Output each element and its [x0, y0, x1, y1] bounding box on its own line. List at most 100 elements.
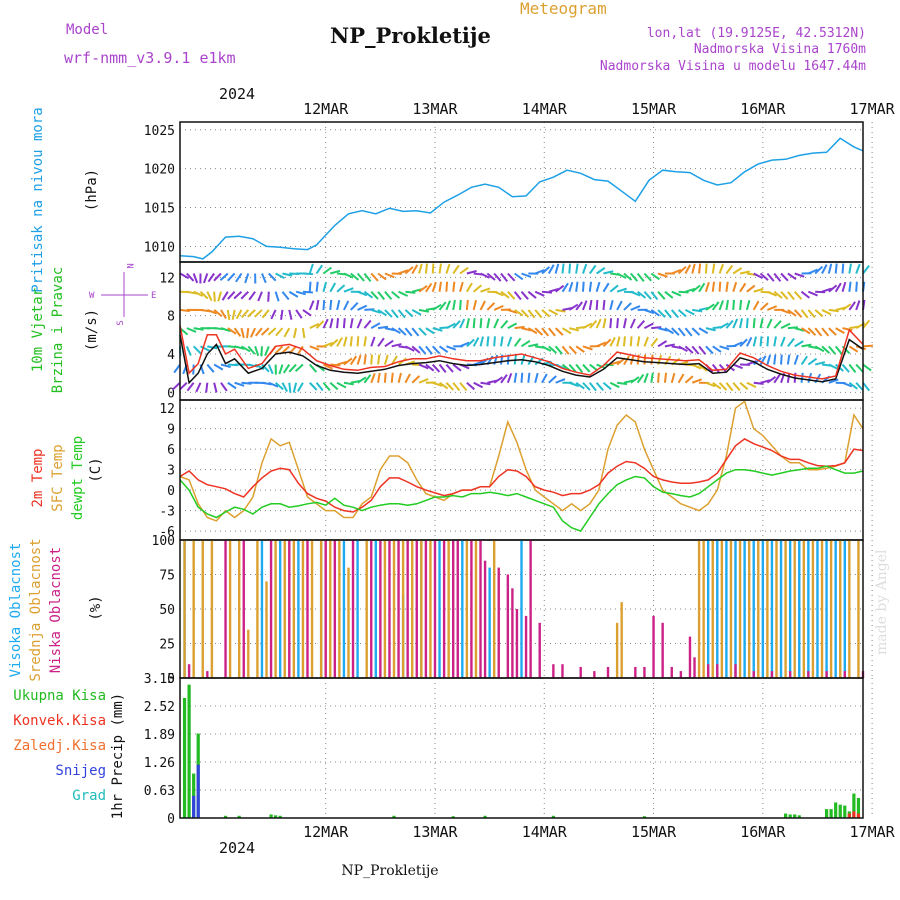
wind-arrow — [616, 381, 628, 386]
wind-arrow — [650, 291, 659, 301]
bar-srednja-oblacnost — [256, 540, 259, 678]
compass-west: W — [89, 291, 95, 301]
wind-arrow — [357, 290, 368, 297]
wind-arrow — [575, 345, 585, 353]
elevation-label: Nadmorska Visina 1760m — [694, 42, 866, 57]
model-label: Model — [66, 22, 108, 38]
wind-arrow — [622, 336, 626, 347]
wind-arrow — [780, 291, 789, 300]
wind-arrow — [391, 290, 401, 299]
bar-visoka-oblacnost — [716, 540, 719, 678]
wind-arrow — [297, 382, 304, 392]
bar-ukupna-kisa — [829, 809, 833, 818]
wind-arrow — [260, 346, 263, 357]
wind-arrow — [787, 272, 797, 281]
wind-ylabel-1: 10m Vjetar — [30, 288, 46, 372]
cloud-unit: (%) — [88, 595, 104, 620]
wind-arrow — [814, 327, 823, 337]
wind-arrow — [848, 281, 852, 292]
wind-arrow — [356, 354, 362, 365]
wind-arrow — [425, 345, 433, 355]
wind-arrow — [507, 272, 516, 282]
day-label-top: 13MAR — [412, 100, 458, 118]
bar-niska-oblacnost — [379, 540, 382, 678]
wind-arrow — [582, 363, 591, 373]
wind-arrow — [506, 336, 513, 347]
wind-arrow — [848, 345, 859, 353]
wind-arrow — [308, 263, 314, 274]
wind-arrow — [249, 327, 257, 338]
wind-arrow — [486, 272, 496, 281]
bar-snijeg — [192, 795, 196, 818]
wind-arrow — [397, 372, 402, 383]
y-tick-label: 6 — [167, 443, 175, 458]
wind-arrow — [438, 381, 449, 390]
bar-srednja-oblacnost — [265, 581, 268, 678]
wind-arrow — [548, 309, 559, 316]
series-line-speed — [179, 334, 864, 385]
wind-arrow — [691, 345, 700, 355]
wind-arrow — [397, 327, 407, 336]
wind-arrow — [643, 354, 647, 365]
wind-arrow — [431, 363, 441, 373]
wind-arrow — [800, 372, 804, 383]
bar-niska-oblacnost — [406, 540, 409, 678]
wind-arrow — [848, 381, 858, 390]
wind-arrow — [343, 381, 354, 386]
wind-arrow — [711, 363, 720, 373]
wind-arrow — [329, 299, 333, 311]
wind-arrow — [527, 372, 531, 383]
wind-arrow — [548, 327, 556, 337]
wind-arrow — [219, 272, 229, 281]
wind-arrow — [309, 363, 318, 373]
bar-visoka-oblacnost — [816, 540, 819, 678]
wind-arrow — [473, 284, 482, 293]
wind-arrow — [541, 327, 550, 337]
wind-arrow — [356, 318, 363, 329]
wind-arrow — [801, 343, 812, 348]
wind-arrow — [534, 290, 545, 297]
wind-arrow — [343, 287, 354, 293]
day-label-top: 14MAR — [522, 100, 568, 118]
wind-arrow — [292, 382, 298, 393]
wind-arrow — [684, 327, 693, 337]
wind-arrow — [807, 290, 818, 297]
wind-arrow — [398, 290, 409, 297]
bar-srednja-oblacnost — [411, 540, 414, 678]
wind-arrow — [418, 285, 428, 293]
wind-arrow — [288, 309, 293, 320]
wind-arrow — [807, 268, 818, 275]
wind-arrow — [342, 336, 348, 347]
wind-arrow — [773, 336, 777, 347]
wind-arrow — [554, 327, 564, 336]
bar-niska-oblacnost — [706, 664, 710, 678]
wind-arrow — [588, 264, 597, 275]
wind-arrow — [220, 363, 231, 369]
bar-niska-oblacnost — [524, 615, 528, 678]
wind-arrow — [261, 273, 267, 284]
wind-arrow — [773, 354, 777, 365]
wind-arrow — [575, 281, 579, 292]
wind-arrow — [677, 265, 687, 275]
y-tick-label: 2.52 — [144, 700, 175, 715]
bar-niska-oblacnost — [634, 666, 637, 678]
wind-arrow — [322, 281, 328, 292]
y-tick-label: 0 — [167, 484, 175, 499]
wind-arrow — [616, 300, 623, 311]
wind-arrow — [848, 301, 856, 311]
wind-arrow — [602, 299, 606, 311]
wind-arrow — [363, 374, 372, 384]
wind-arrow — [404, 345, 415, 352]
wind-arrow — [329, 338, 339, 348]
wind-arrow — [773, 272, 782, 282]
wind-arrow — [657, 327, 669, 332]
wind-arrow — [630, 290, 641, 297]
day-label-bottom: 13MAR — [412, 823, 458, 841]
wind-arrow — [595, 281, 601, 292]
wind-arrow — [596, 266, 606, 275]
wind-arrow — [274, 345, 284, 355]
bar-srednja-oblacnost — [811, 540, 815, 678]
wind-arrow — [431, 345, 441, 355]
bar-visoka-oblacnost — [725, 540, 728, 678]
wind-arrow — [541, 345, 552, 352]
